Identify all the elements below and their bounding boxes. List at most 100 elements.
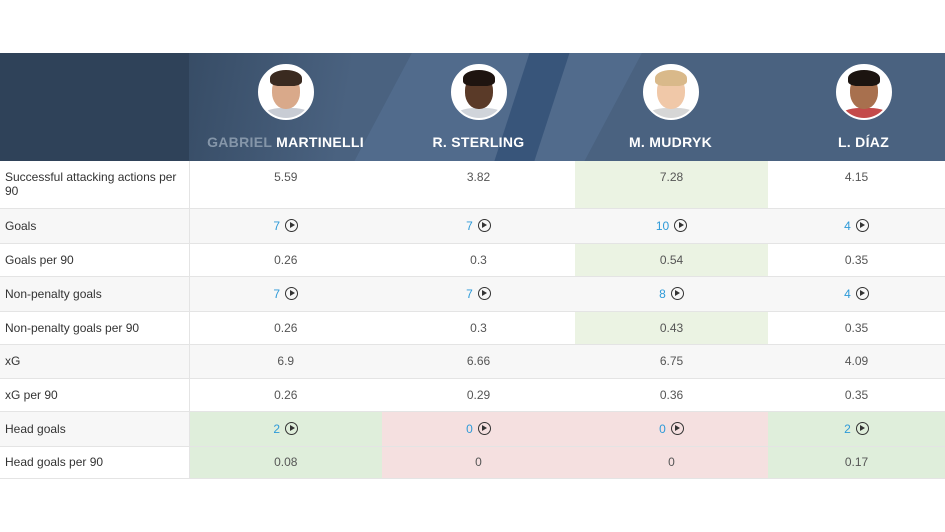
stat-value: 0.26 (189, 378, 382, 412)
stat-value: 0.26 (189, 311, 382, 345)
player-last-name: MARTINELLI (276, 134, 364, 150)
avatar-shirt (454, 108, 505, 118)
stat-value-cell: 2 (768, 411, 945, 447)
stat-value: 4.09 (768, 344, 945, 379)
stat-row: Non-penalty goals 7 7 8 4 (0, 276, 945, 312)
play-video-icon[interactable] (477, 286, 491, 300)
stat-value-link[interactable]: 0 (659, 421, 666, 436)
stat-label: xG (0, 344, 190, 379)
stat-row: Successful attacking actions per 90 5.59… (0, 161, 945, 209)
stat-value-link[interactable]: 4 (844, 218, 851, 233)
player-column-sterling[interactable]: R. STERLING (382, 53, 575, 161)
player-name[interactable]: L. DÍAZ (838, 134, 889, 150)
stat-value-cell: 10 (575, 208, 768, 244)
avatar-shirt (261, 108, 312, 118)
avatar-hair (462, 70, 495, 86)
stat-value-cell: 0 (382, 411, 575, 447)
play-video-icon[interactable] (285, 218, 299, 232)
avatar-hair (847, 70, 880, 86)
stat-row: Head goals 2 0 0 2 (0, 411, 945, 447)
stat-label: Goals (0, 208, 190, 244)
player-last-name: L. DÍAZ (837, 134, 890, 150)
player-name[interactable]: GABRIEL MARTINELLI (207, 134, 364, 150)
stat-value-link[interactable]: 7 (273, 286, 281, 301)
comparison-widget: GABRIEL MARTINELLI R. STERLING M. MUDRYK (0, 53, 945, 479)
stat-label: Successful attacking actions per 90 (0, 161, 190, 209)
player-name[interactable]: M. MUDRYK (629, 134, 712, 150)
stat-value: 0.35 (768, 311, 945, 345)
header-corner (0, 53, 189, 161)
stat-value: 0.17 (768, 446, 945, 479)
stat-value-link[interactable]: 4 (844, 286, 851, 301)
stat-value: 0 (575, 446, 768, 479)
stat-label: Goals per 90 (0, 243, 190, 277)
play-video-icon[interactable] (477, 421, 491, 435)
stat-label: Head goals per 90 (0, 446, 190, 479)
stat-value-cell: 7 (382, 208, 575, 244)
stat-value-link[interactable]: 10 (655, 218, 670, 233)
stat-value: 0 (382, 446, 575, 479)
player-name[interactable]: R. STERLING (433, 134, 525, 150)
stat-value-link[interactable]: 7 (466, 218, 473, 233)
stat-value: 0.54 (575, 243, 768, 277)
stat-value-cell: 7 (189, 276, 382, 312)
stat-value: 4.15 (768, 161, 945, 209)
play-video-icon[interactable] (285, 421, 299, 435)
play-video-icon[interactable] (855, 286, 869, 300)
stat-value: 5.59 (189, 161, 382, 209)
stat-value: 0.29 (382, 378, 575, 412)
avatar-hair (269, 70, 302, 86)
stat-value-cell: 0 (575, 411, 768, 447)
player-last-name: M. MUDRYK (628, 134, 713, 150)
player-avatar[interactable] (835, 64, 892, 120)
stat-row: xG 6.9 6.66 6.75 4.09 (0, 344, 945, 379)
avatar-hair (654, 70, 687, 86)
stat-value: 6.66 (382, 344, 575, 379)
stat-value-link[interactable]: 2 (844, 421, 851, 436)
stat-label: Non-penalty goals (0, 276, 190, 312)
player-column-mudryk[interactable]: M. MUDRYK (574, 53, 767, 161)
stat-value-cell: 8 (575, 276, 768, 312)
stat-value-cell: 4 (768, 208, 945, 244)
stat-value: 3.82 (382, 161, 575, 209)
player-avatar[interactable] (450, 64, 507, 120)
stat-value-link[interactable]: 2 (273, 421, 281, 436)
stat-row: Goals 7 7 10 4 (0, 208, 945, 244)
player-avatar[interactable] (642, 64, 699, 120)
play-video-icon[interactable] (477, 218, 491, 232)
stat-value: 0.36 (575, 378, 768, 412)
player-first-name: GABRIEL (207, 134, 272, 150)
play-video-icon[interactable] (855, 421, 869, 435)
play-video-icon[interactable] (855, 218, 869, 232)
stat-value-link[interactable]: 0 (466, 421, 473, 436)
stat-value: 0.35 (768, 378, 945, 412)
stat-row: Head goals per 90 0.08 0 0 0.17 (0, 446, 945, 479)
stat-row: Non-penalty goals per 90 0.26 0.3 0.43 0… (0, 311, 945, 345)
stat-row: xG per 90 0.26 0.29 0.36 0.35 (0, 378, 945, 412)
stat-row: Goals per 90 0.26 0.3 0.54 0.35 (0, 243, 945, 277)
avatar-shirt (646, 108, 697, 118)
stat-value: 0.3 (382, 243, 575, 277)
player-avatar[interactable] (257, 64, 314, 120)
stat-value-cell: 7 (189, 208, 382, 244)
player-last-name: R. STERLING (432, 134, 525, 150)
stat-value: 6.75 (575, 344, 768, 379)
stat-value: 0.08 (189, 446, 382, 479)
player-column-diaz[interactable]: L. DÍAZ (767, 53, 945, 161)
stat-value-link[interactable]: 7 (273, 218, 281, 233)
player-column-martinelli[interactable]: GABRIEL MARTINELLI (189, 53, 382, 161)
stat-value-link[interactable]: 7 (466, 286, 473, 301)
stats-table: Successful attacking actions per 90 5.59… (0, 161, 945, 479)
avatar-shirt (839, 108, 890, 118)
play-video-icon[interactable] (670, 421, 684, 435)
stat-value: 0.3 (382, 311, 575, 345)
play-video-icon[interactable] (670, 286, 684, 300)
stat-value-cell: 4 (768, 276, 945, 312)
play-video-icon[interactable] (674, 218, 688, 232)
players-header: GABRIEL MARTINELLI R. STERLING M. MUDRYK (0, 53, 945, 161)
stat-value: 7.28 (575, 161, 768, 209)
stat-value-link[interactable]: 8 (659, 286, 666, 301)
stat-value: 0.43 (575, 311, 768, 345)
stat-value: 0.26 (189, 243, 382, 277)
play-video-icon[interactable] (285, 286, 299, 300)
